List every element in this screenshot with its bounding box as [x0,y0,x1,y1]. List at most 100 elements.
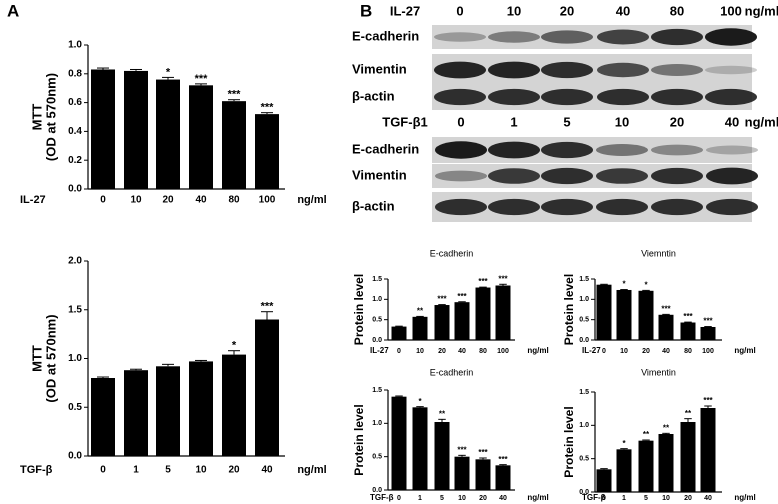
blot-band [705,65,757,75]
significance: ** [439,409,446,418]
blot-band [488,31,540,43]
blot-band [488,198,540,216]
blot-band [705,88,757,106]
blot-dose: 0 [456,3,463,18]
bar [434,305,450,340]
blot-band [651,144,703,156]
blot-band [651,88,703,106]
significance: ** [643,430,650,439]
x-tick-label: 5 [440,495,444,502]
significance: * [418,397,422,406]
y-tick-label: 0.0 [68,184,82,195]
significance: ** [685,409,692,418]
bar [189,85,213,189]
y-tick-label: 2.0 [68,256,82,267]
blot-band [597,88,649,106]
y-axis-label: MTT [29,104,44,131]
x-tick-label: 20 [162,195,174,206]
blot-band [435,141,487,159]
blot-row-label: Vimentin [352,167,407,182]
x-prefix: TGF-β [370,493,394,502]
bar [91,378,115,456]
x-tick-label: 1 [418,495,422,502]
x-prefix: TGF-β [20,464,53,476]
bar [255,319,279,456]
y-tick-label: 0.5 [579,317,589,324]
x-tick-label: 0 [397,348,401,355]
significance: *** [437,295,447,304]
y-tick-label: 0.4 [68,126,82,137]
x-tick-label: 40 [662,348,670,355]
y-tick-label: 0.0 [579,337,589,344]
significance: ** [417,307,424,316]
blot-treatment: TGF-β1 [382,114,428,129]
x-tick-label: 10 [416,348,424,355]
y-tick-label: 0.6 [68,97,82,108]
bar [616,289,632,340]
x-tick-label: 0 [602,495,606,502]
blot-row-label: β-actin [352,198,395,213]
y-tick-label: 1.5 [68,304,82,315]
significance: *** [457,445,467,454]
y-tick-label: 1.5 [372,387,382,394]
x-tick-label: 5 [644,495,648,502]
blot-band [651,28,703,46]
blot-band [435,170,487,182]
bar [412,407,428,490]
y-axis-label: Protein level [352,404,366,475]
blot-band [488,61,540,79]
y-tick-label: 0.5 [372,454,382,461]
blot-band [488,88,540,106]
x-tick-label: 0 [100,465,106,476]
x-tick-label: 10 [458,495,466,502]
bar [638,440,654,492]
blot-band [541,141,593,159]
blot-band [597,62,649,78]
bar [189,361,213,456]
blot-band [706,198,758,216]
significance: * [622,439,626,448]
x-unit: ng/ml [297,194,326,206]
significance: *** [457,292,467,301]
x-prefix: TGF-β [582,493,606,502]
x-tick-label: 100 [497,348,509,355]
blot-dose: 40 [616,3,630,18]
x-tick-label: 20 [228,465,240,476]
x-tick-label: 80 [228,195,240,206]
bar [475,287,491,340]
significance: * [232,340,237,352]
y-tick-label: 1.0 [68,353,82,364]
x-unit: ng/ml [734,346,755,355]
y-tick-label: 0.8 [68,68,82,79]
y-tick-label: 0.0 [579,489,589,496]
bar [454,302,470,340]
blot-band [541,198,593,216]
significance: * [622,280,626,289]
significance: *** [478,277,488,286]
x-unit: ng/ml [527,346,548,355]
significance: *** [261,301,275,313]
x-tick-label: 0 [602,348,606,355]
x-tick-label: 10 [130,195,142,206]
x-unit: ng/ml [527,493,548,502]
blot-dose: 20 [560,3,574,18]
significance: *** [703,396,713,405]
y-tick-label: 0.5 [372,317,382,324]
blot-dose: 20 [670,114,684,129]
bar [700,326,716,340]
blot-dose: 5 [563,114,570,129]
x-prefix: IL-27 [20,194,46,206]
chart-title: Vimentin [641,367,676,377]
bar [454,456,470,490]
y-axis-label: Protein level [562,274,576,345]
blot-dose: 10 [507,3,521,18]
bar [680,322,696,340]
bar [391,326,407,340]
bar [222,354,246,456]
bar [156,79,180,189]
bar [658,314,674,340]
bar [596,469,612,492]
blot-dose: 40 [725,114,739,129]
significance: ** [663,423,670,432]
